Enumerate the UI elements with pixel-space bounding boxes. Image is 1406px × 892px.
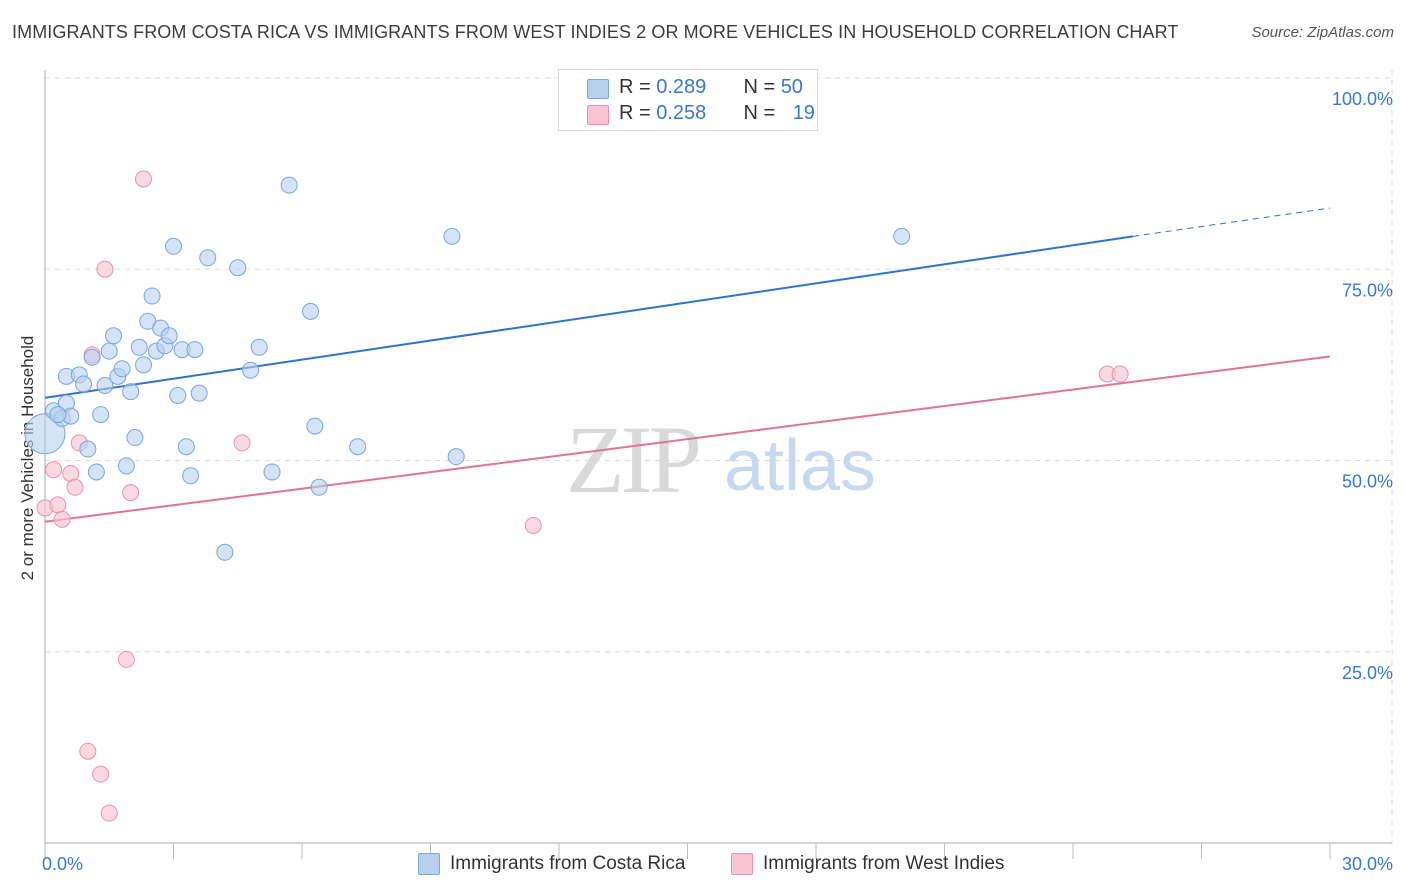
watermark-atlas: atlas	[724, 426, 876, 506]
series-west-indies-points	[36, 170, 1129, 822]
trend-line-costa-rica	[44, 235, 1134, 399]
data-point-west-indies	[79, 742, 97, 760]
data-point-costa-rica	[143, 287, 161, 305]
data-point-costa-rica	[169, 386, 187, 404]
stats-n-value: 19	[792, 102, 815, 124]
data-point-costa-rica	[242, 361, 260, 379]
stats-n-value: 50	[780, 76, 803, 98]
data-point-costa-rica	[96, 377, 114, 395]
trend-line-west-indies	[44, 355, 1331, 523]
trend-line-costa-rica-extension	[1132, 207, 1331, 237]
stats-n-label: N =	[743, 102, 781, 124]
axes	[44, 70, 1392, 859]
data-point-west-indies	[1111, 365, 1129, 383]
data-point-costa-rica	[216, 543, 234, 561]
stats-swatch-blue	[587, 79, 609, 99]
data-point-costa-rica	[280, 176, 298, 194]
data-point-costa-rica	[24, 413, 66, 455]
data-point-costa-rica	[199, 249, 217, 267]
data-point-costa-rica	[349, 438, 367, 456]
data-point-costa-rica	[130, 338, 148, 356]
stats-r-label: R =	[619, 76, 657, 98]
stats-r-value: 0.258	[656, 102, 707, 124]
data-point-west-indies	[135, 170, 153, 188]
data-point-west-indies	[49, 496, 67, 514]
data-point-costa-rica	[135, 356, 153, 374]
y-tick-label: 100.0%	[1332, 89, 1393, 109]
trend-lines	[44, 207, 1331, 523]
data-point-costa-rica	[83, 348, 101, 366]
legend-label: Immigrants from West Indies	[763, 853, 1005, 874]
data-point-costa-rica	[92, 406, 110, 424]
data-point-costa-rica	[186, 341, 204, 359]
y-tick-label: 25.0%	[1342, 663, 1393, 683]
chart-title: IMMIGRANTS FROM COSTA RICA VS IMMIGRANTS…	[12, 22, 1179, 42]
data-point-costa-rica	[893, 227, 911, 245]
data-point-costa-rica	[177, 438, 195, 456]
data-point-west-indies	[96, 260, 114, 278]
legend-swatch-pink	[731, 853, 753, 875]
series-costa-rica-points	[24, 176, 911, 561]
watermark: ZIP atlas	[566, 406, 876, 513]
data-point-costa-rica	[160, 327, 178, 345]
data-point-costa-rica	[302, 302, 320, 320]
data-point-west-indies	[117, 650, 135, 668]
data-point-costa-rica	[113, 360, 131, 378]
y-tick-label: 75.0%	[1342, 280, 1393, 300]
data-point-costa-rica	[75, 375, 93, 393]
source-credit: Source: ZipAtlas.com	[1251, 24, 1394, 41]
stats-n-label: N =	[743, 76, 781, 98]
data-point-costa-rica	[49, 406, 67, 424]
data-point-west-indies	[100, 804, 118, 822]
stats-r-value: 0.289	[656, 76, 707, 98]
data-point-costa-rica	[79, 440, 97, 458]
data-point-costa-rica	[122, 383, 140, 401]
stats-r-label: R =	[619, 102, 657, 124]
data-point-west-indies	[66, 478, 84, 496]
data-point-west-indies	[122, 484, 140, 502]
data-point-costa-rica	[443, 227, 461, 245]
data-point-costa-rica	[229, 259, 247, 277]
data-point-costa-rica	[165, 237, 182, 255]
data-point-costa-rica	[117, 457, 135, 475]
data-point-costa-rica	[87, 463, 105, 481]
legend-label: Immigrants from Costa Rica	[450, 853, 686, 874]
data-point-costa-rica	[310, 478, 328, 496]
x-tick-label: 0.0%	[42, 854, 83, 874]
legend-swatch-blue	[418, 853, 440, 875]
watermark-zip: ZIP	[566, 406, 699, 513]
data-point-costa-rica	[105, 327, 123, 345]
data-point-costa-rica	[306, 417, 324, 435]
gridlines	[45, 70, 1393, 843]
data-point-west-indies	[233, 434, 251, 452]
data-point-west-indies	[53, 510, 71, 528]
data-point-costa-rica	[100, 342, 118, 360]
stats-swatch-pink	[587, 105, 609, 125]
data-point-costa-rica	[126, 429, 144, 447]
stats-box: R = 0.289 N = 50 R = 0.258 N = 19	[558, 69, 818, 131]
legend: Immigrants from Costa Rica Immigrants fr…	[0, 850, 1406, 880]
data-point-west-indies	[524, 517, 542, 535]
data-point-costa-rica	[190, 384, 208, 402]
data-point-west-indies	[92, 765, 110, 783]
data-point-west-indies	[45, 461, 63, 479]
data-point-costa-rica	[182, 467, 200, 485]
y-tick-label: 50.0%	[1342, 472, 1393, 492]
data-point-costa-rica	[263, 463, 281, 481]
x-tick-label: 30.0%	[1342, 854, 1393, 874]
tick-labels: 25.0% 50.0% 75.0% 100.0% 0.0% 30.0%	[42, 89, 1393, 874]
data-point-costa-rica	[250, 338, 268, 356]
data-point-costa-rica	[447, 448, 465, 466]
